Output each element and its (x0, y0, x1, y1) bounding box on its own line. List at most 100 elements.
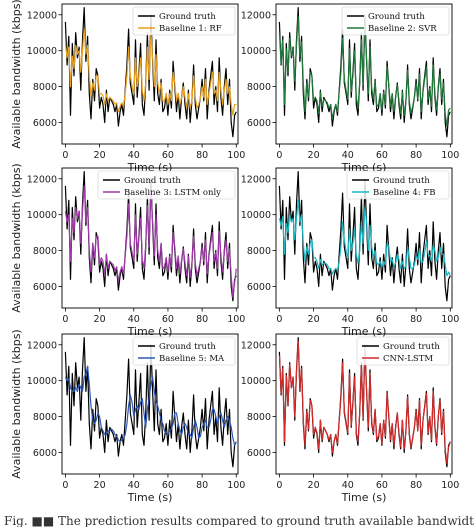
legend-label: Baseline 5: MA (159, 354, 225, 364)
x-tick-label: 40 (128, 480, 140, 491)
x-tick-label: 80 (410, 314, 422, 325)
x-tick-label: 100 (227, 480, 245, 491)
y-tick-label: 8000 (33, 246, 57, 257)
x-axis-label: Time (s) (127, 491, 173, 504)
y-tick-label: 10000 (241, 46, 271, 57)
y-axis-label: Available bandwidth (kbps) (10, 329, 23, 478)
legend-box (356, 336, 450, 366)
y-tick-label: 12000 (241, 174, 271, 185)
legend-label: CNN-LSTM (383, 354, 433, 364)
axes-frame (275, 3, 453, 145)
x-tick-label: 0 (276, 314, 282, 325)
legend-label: Ground truth (124, 176, 181, 186)
x-tick-label: 80 (196, 150, 208, 161)
y-tick-label: 8000 (247, 82, 271, 93)
legend: Ground truth Baseline 4: FB (346, 170, 450, 200)
legend-label: Baseline 3: LSTM only (124, 188, 221, 198)
subplot-3: 0 20 40 60 80 100 6000 8000 10000 12000 Time (s) Av… (10, 163, 245, 338)
axes-frame (61, 3, 239, 145)
legend: Ground truth Baseline 2: SVR (341, 6, 450, 36)
x-tick-label: 40 (342, 480, 354, 491)
x-axis-label: Time (s) (127, 325, 173, 338)
y-axis-label: Available bandwidth (kbps) (10, 0, 23, 149)
x-tick-label: 60 (162, 150, 174, 161)
figure-caption: Fig. ■■ The prediction results compared … (4, 514, 474, 527)
legend-label: Ground truth (159, 342, 216, 352)
legend-label: Baseline 4: FB (373, 188, 435, 198)
y-tick-label: 12000 (241, 10, 271, 21)
x-tick-label: 0 (276, 480, 282, 491)
y-tick-label: 12000 (27, 174, 57, 185)
x-tick-label: 60 (376, 150, 388, 161)
axes-frame (61, 167, 239, 309)
x-tick-label: 60 (162, 314, 174, 325)
legend-box (341, 6, 450, 36)
x-tick-label: 60 (376, 480, 388, 491)
x-tick-label: 20 (94, 314, 106, 325)
y-tick-label: 10000 (241, 210, 271, 221)
subplot-6: 0 20 40 60 80 100 6000 8000 10000 12000 Time (s) Gr… (241, 333, 459, 504)
legend-label: Ground truth (383, 342, 440, 352)
y-tick-label: 6000 (33, 282, 57, 293)
y-tick-label: 6000 (247, 448, 271, 459)
y-tick-label: 10000 (27, 46, 57, 57)
y-tick-label: 8000 (247, 246, 271, 257)
legend: Ground truth Baseline 1: RF (132, 6, 236, 36)
y-tick-label: 10000 (27, 210, 57, 221)
legend-box (132, 336, 236, 366)
y-tick-label: 10000 (27, 376, 57, 387)
x-tick-label: 40 (342, 150, 354, 161)
y-tick-label: 8000 (247, 412, 271, 423)
x-tick-label: 40 (128, 314, 140, 325)
x-tick-label: 100 (441, 150, 459, 161)
subplot-5: 0 20 40 60 80 100 6000 8000 10000 12000 Time (s) Av… (10, 329, 245, 504)
x-tick-label: 100 (227, 150, 245, 161)
x-tick-label: 0 (62, 314, 68, 325)
legend-box (346, 170, 450, 200)
y-tick-label: 6000 (247, 282, 271, 293)
legend: Ground truth Baseline 3: LSTM only (97, 170, 236, 200)
legend-label: Ground truth (373, 176, 430, 186)
x-tick-label: 80 (196, 314, 208, 325)
axes-frame (275, 333, 453, 475)
legend: Ground truth CNN-LSTM (356, 336, 450, 366)
y-tick-label: 6000 (33, 448, 57, 459)
y-tick-label: 8000 (33, 412, 57, 423)
legend-box (132, 6, 236, 36)
x-tick-label: 20 (308, 314, 320, 325)
legend-label: Baseline 1: RF (159, 24, 222, 34)
x-tick-label: 80 (410, 150, 422, 161)
prediction-line (64, 365, 237, 446)
legend-label: Ground truth (159, 12, 216, 22)
y-tick-label: 12000 (241, 340, 271, 351)
x-tick-label: 100 (227, 314, 245, 325)
prediction-line (278, 199, 451, 277)
x-tick-label: 60 (376, 314, 388, 325)
subplot-4: 0 20 40 60 80 100 6000 8000 10000 12000 Time (s) Gr… (241, 167, 459, 338)
x-tick-label: 80 (196, 480, 208, 491)
x-tick-label: 0 (276, 150, 282, 161)
legend-label: Ground truth (368, 12, 425, 22)
y-tick-label: 6000 (247, 118, 271, 129)
x-axis-label: Time (s) (341, 491, 387, 504)
x-tick-label: 20 (308, 480, 320, 491)
y-tick-label: 12000 (27, 340, 57, 351)
x-tick-label: 40 (128, 150, 140, 161)
x-tick-label: 20 (94, 480, 106, 491)
x-tick-label: 100 (441, 314, 459, 325)
axes-frame (61, 333, 239, 475)
y-axis-label: Available bandwidth (kbps) (10, 163, 23, 312)
legend: Ground truth Baseline 5: MA (132, 336, 236, 366)
legend-label: Baseline 2: SVR (368, 24, 437, 34)
legend-box (97, 170, 236, 200)
x-tick-label: 60 (162, 480, 174, 491)
x-tick-label: 0 (62, 150, 68, 161)
x-tick-label: 80 (410, 480, 422, 491)
x-tick-label: 100 (441, 480, 459, 491)
y-tick-label: 10000 (241, 376, 271, 387)
x-tick-label: 40 (342, 314, 354, 325)
x-tick-label: 20 (94, 150, 106, 161)
